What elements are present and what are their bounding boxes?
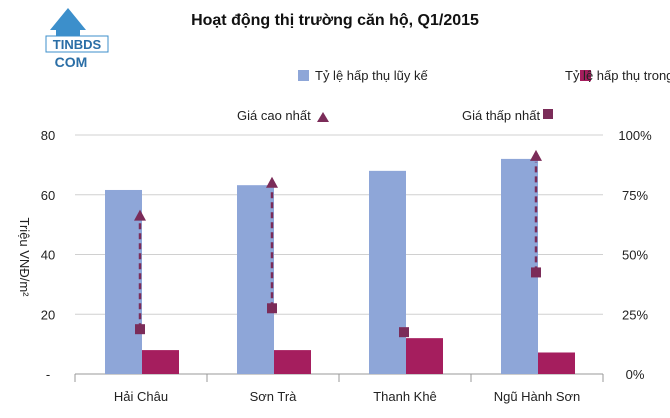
logo-bottom-text: COM [55, 54, 88, 70]
marker-min-price [267, 303, 277, 314]
tick-labels: - 0% 20 25% 40 50% 60 75% 80 100% [41, 128, 652, 382]
category-labels: Hải Châu Sơn Trà Thanh Khê Ngũ Hành Sơn [114, 389, 580, 404]
legend: Tỷ lệ hấp thụ lũy kế Tỷ lệ hấp thụ trong… [237, 68, 670, 123]
chart-title: Hoạt động thị trường căn hộ, Q1/2015 [191, 12, 479, 29]
logo-roof-shape [50, 8, 86, 30]
legend-label-cumulative: Tỷ lệ hấp thụ lũy kế [315, 68, 428, 83]
left-tick-label: 20 [41, 307, 55, 322]
legend-label-min-price: Giá thấp nhất [462, 108, 540, 123]
bars [105, 158, 575, 374]
logo-text-box [45, 35, 109, 53]
bar-cumulative [501, 158, 538, 374]
bar-q1 [406, 338, 443, 374]
left-tick-label: - [46, 367, 50, 382]
marker-max-price [134, 209, 146, 221]
bar-q1 [142, 350, 179, 374]
legend-label-q1: Tỷ lệ hấp thụ trong Q1/2015 [565, 68, 670, 83]
legend-swatch-max-price [317, 112, 329, 122]
right-tick-label: 50% [622, 248, 648, 263]
left-tick-label: 60 [41, 188, 55, 203]
category-label: Ngũ Hành Sơn [494, 389, 581, 404]
right-tick-label: 0% [626, 367, 645, 382]
marker-max-price [266, 176, 278, 188]
legend-swatch-min-price [543, 109, 553, 119]
bar-cumulative [369, 170, 406, 374]
legend-swatch-cumulative [298, 70, 309, 81]
right-tick-label: 25% [622, 307, 648, 322]
y-axis-title: Triệu VNĐ/m² [17, 218, 32, 298]
marker-min-price [399, 327, 409, 338]
right-tick-label: 75% [622, 188, 648, 203]
legend-swatch-q1 [580, 70, 591, 81]
price-markers [134, 149, 542, 338]
bar-q1 [538, 352, 575, 374]
bar-cumulative [237, 185, 274, 374]
logo-top-text: TINBDS [53, 37, 102, 52]
legend-label-max-price: Giá cao nhất [237, 108, 311, 123]
category-label: Thanh Khê [373, 389, 437, 404]
marker-min-price [531, 267, 541, 278]
category-label: Hải Châu [114, 389, 168, 404]
category-label: Sơn Trà [250, 389, 298, 404]
marker-max-price [530, 149, 542, 161]
tinbds-logo: TINBDS COM [45, 8, 109, 70]
left-tick-label: 40 [41, 248, 55, 263]
marker-min-price [135, 324, 145, 335]
right-tick-label: 100% [618, 128, 652, 143]
left-tick-label: 80 [41, 128, 55, 143]
bar-q1 [274, 350, 311, 374]
